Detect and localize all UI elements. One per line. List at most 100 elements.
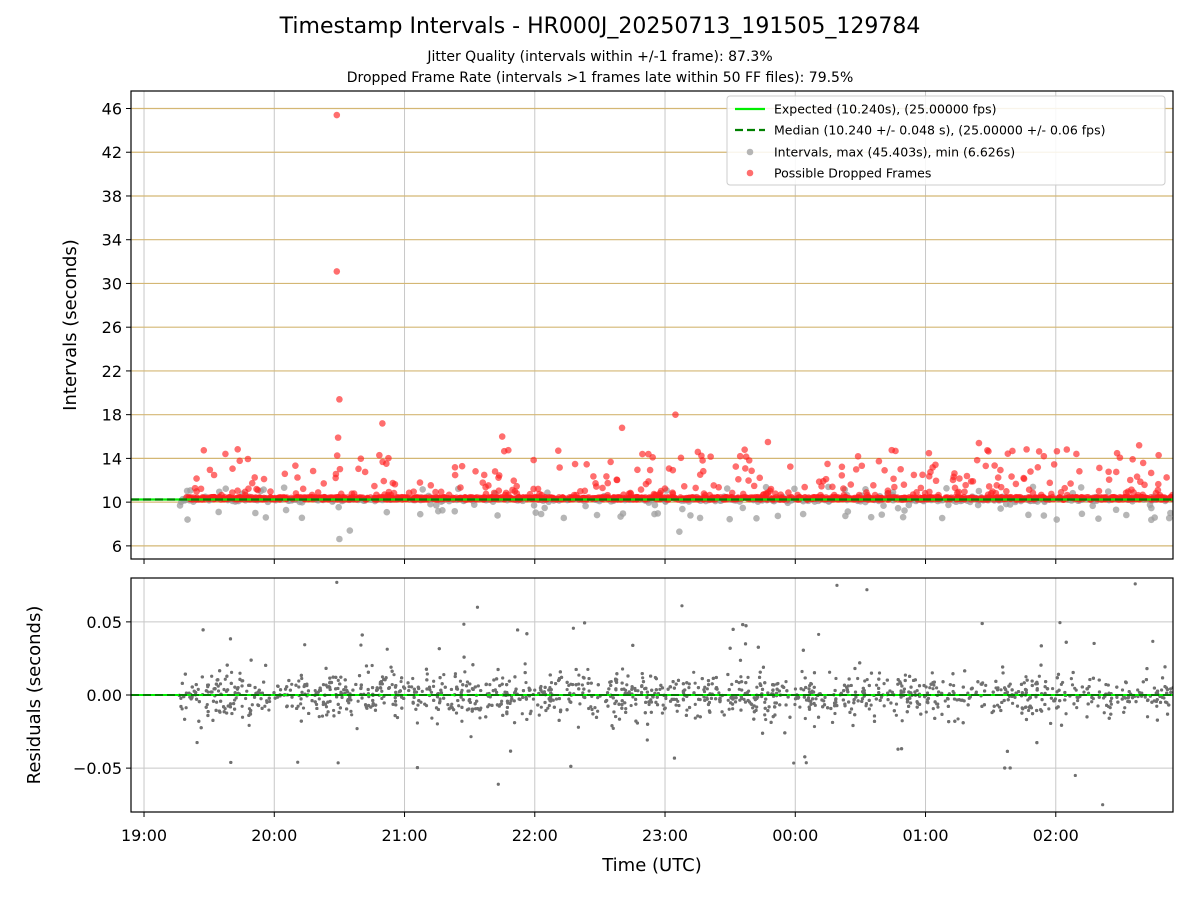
- residual-point: [1150, 700, 1154, 704]
- residual-point: [869, 671, 874, 675]
- intervals-y-tick-label: 18: [102, 406, 122, 425]
- dropped-frame-point: [696, 471, 704, 478]
- residual-point: [999, 688, 1003, 692]
- residual-point: [731, 627, 735, 631]
- residual-point: [953, 719, 957, 723]
- residual-point: [194, 682, 198, 687]
- residual-point: [581, 691, 585, 695]
- residual-point: [833, 688, 837, 693]
- residual-point: [593, 705, 597, 710]
- interval-point: [997, 505, 1004, 512]
- residual-point: [1006, 698, 1010, 702]
- residual-point: [241, 679, 245, 683]
- residual-point: [371, 702, 375, 706]
- residual-point: [734, 679, 739, 684]
- dropped-frame-point: [1073, 450, 1080, 458]
- residual-point: [410, 685, 414, 689]
- interval-point: [494, 512, 501, 519]
- dropped-frame-point: [728, 489, 736, 497]
- residual-point: [890, 690, 894, 694]
- dropped-frame-point: [1105, 476, 1113, 483]
- residual-point: [479, 688, 483, 693]
- residual-point: [205, 702, 209, 707]
- residual-point: [346, 698, 350, 702]
- residual-point: [853, 666, 857, 671]
- residual-point: [743, 642, 748, 646]
- residual-point: [491, 689, 495, 693]
- residual-point: [911, 678, 916, 683]
- dropped-frame-point: [756, 474, 764, 482]
- residual-point: [783, 731, 787, 735]
- residual-point: [238, 671, 242, 675]
- residual-point: [919, 712, 923, 716]
- residual-point: [799, 687, 803, 691]
- residual-point: [1037, 674, 1041, 678]
- residual-point: [464, 684, 469, 688]
- residual-point: [459, 695, 463, 699]
- residual-point: [623, 701, 627, 705]
- residual-point: [1022, 681, 1026, 685]
- residual-point: [219, 699, 223, 703]
- dropped-frame-point: [1139, 491, 1147, 499]
- residual-point: [1088, 677, 1092, 682]
- residual-point: [1044, 680, 1048, 684]
- outlier-point: [676, 528, 683, 535]
- dropped-frame-point: [852, 466, 860, 473]
- residual-point: [1091, 676, 1096, 680]
- residual-point: [596, 683, 600, 687]
- residual-point: [1055, 676, 1059, 680]
- residual-point: [900, 684, 904, 688]
- dropped-frame-point: [1050, 461, 1058, 468]
- residual-point: [501, 676, 505, 680]
- residual-point: [645, 690, 649, 694]
- dropped-frame-point: [332, 470, 340, 478]
- residual-point: [468, 682, 472, 686]
- residual-point: [1134, 700, 1138, 704]
- residual-outlier-point: [865, 588, 869, 592]
- interval-point: [867, 513, 875, 521]
- residual-point: [611, 726, 615, 730]
- outlier-point: [346, 527, 354, 534]
- residual-outlier-point: [296, 760, 300, 764]
- residual-point: [727, 687, 731, 692]
- residual-point: [380, 675, 385, 679]
- residual-point: [1167, 703, 1171, 707]
- residual-point: [300, 690, 304, 694]
- residual-point: [1035, 688, 1039, 692]
- residual-point: [389, 665, 393, 669]
- dropped-frame-point: [824, 460, 831, 468]
- residual-outlier-point: [1133, 582, 1137, 586]
- residual-point: [1023, 687, 1028, 692]
- residual-point: [536, 703, 540, 707]
- residual-point: [359, 643, 363, 647]
- dropped-frame-point: [760, 491, 767, 498]
- dropped-frame-point: [458, 462, 466, 470]
- interval-point: [1095, 515, 1102, 522]
- interval-point: [1112, 506, 1120, 514]
- residual-point: [314, 702, 319, 707]
- residual-point: [1108, 706, 1112, 710]
- residual-point: [860, 697, 865, 701]
- residual-point: [763, 681, 767, 685]
- residual-point: [582, 676, 586, 680]
- residual-point: [416, 703, 420, 707]
- interval-point: [215, 508, 222, 516]
- residual-point: [329, 680, 334, 685]
- residual-point: [453, 674, 457, 679]
- residual-point: [240, 715, 245, 719]
- dropped-frame-point: [292, 490, 300, 497]
- residual-point: [685, 708, 689, 712]
- residual-point: [350, 713, 354, 717]
- residual-point: [439, 688, 443, 692]
- residual-point: [229, 681, 233, 685]
- residual-point: [194, 690, 198, 695]
- residual-point: [925, 691, 930, 695]
- dropped-frame-point: [680, 483, 688, 490]
- residual-point: [1146, 698, 1150, 702]
- dropped-frame-point: [1029, 489, 1037, 497]
- residual-point: [442, 696, 446, 700]
- residual-point: [209, 690, 213, 694]
- legend-intervals-marker: [746, 148, 754, 156]
- residual-point: [1063, 690, 1067, 695]
- dropped-frame-point: [245, 485, 252, 492]
